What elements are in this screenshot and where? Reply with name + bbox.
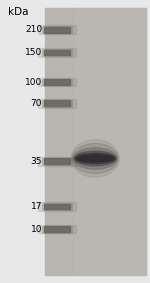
Bar [45,8,146,275]
Text: 210: 210 [25,25,42,34]
Ellipse shape [72,143,118,173]
Bar [44,204,70,209]
Bar [44,158,70,164]
Ellipse shape [75,153,115,164]
Bar [42,79,72,85]
Bar [38,225,76,233]
Bar [42,226,72,233]
Ellipse shape [79,156,112,161]
Text: 100: 100 [25,78,42,87]
Bar [38,48,76,57]
Bar [38,157,76,166]
Ellipse shape [71,140,119,177]
Bar [42,158,72,165]
Bar [44,50,70,55]
Ellipse shape [77,155,114,162]
Text: 150: 150 [25,48,42,57]
Bar [38,25,76,34]
Ellipse shape [73,148,117,169]
Text: 35: 35 [30,157,42,166]
Bar [75,8,146,275]
Ellipse shape [74,151,116,166]
Bar [42,26,72,33]
Bar [44,79,70,85]
Bar [38,78,76,86]
Bar [44,100,70,106]
Bar [42,203,72,210]
Bar [38,202,76,211]
Bar [38,99,76,108]
Bar [44,27,70,33]
Bar [44,226,70,232]
Bar [42,49,72,56]
Text: 17: 17 [30,202,42,211]
Text: 70: 70 [30,99,42,108]
Text: kDa: kDa [8,7,29,17]
Text: 10: 10 [30,225,42,234]
Bar [42,100,72,107]
